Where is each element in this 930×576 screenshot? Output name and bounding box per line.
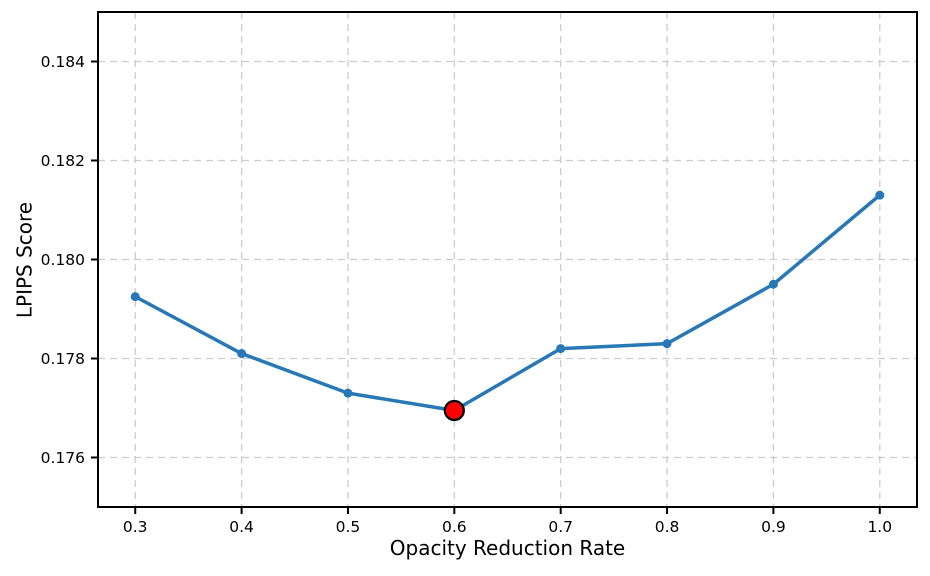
data-point [875,190,885,200]
x-tick-label: 0.7 [548,518,573,536]
plot-border [97,11,918,508]
data-point [130,292,140,302]
x-tick-label: 0.8 [655,518,680,536]
y-tick-label: 0.176 [41,449,85,467]
y-tick-label: 0.184 [41,53,85,71]
x-tick-label: 0.3 [123,518,148,536]
x-tick-label: 0.4 [229,518,254,536]
data-line [133,193,882,413]
x-tick-label: 0.9 [761,518,786,536]
data-point [237,349,247,359]
x-tick-label: 1.0 [867,518,892,536]
y-tick-label: 0.178 [41,350,85,368]
y-axis-label: LPIPS Score [12,201,37,319]
data-point [768,279,778,289]
data-point [662,339,672,349]
y-tick-label: 0.180 [41,251,85,269]
data-point [556,344,566,354]
x-axis-label: Opacity Reduction Rate [389,536,626,560]
data-point [343,388,353,398]
x-tick-label: 0.6 [442,518,467,536]
highlight-point [443,399,465,422]
x-tick-label: 0.5 [336,518,361,536]
y-tick-label: 0.182 [41,152,85,170]
